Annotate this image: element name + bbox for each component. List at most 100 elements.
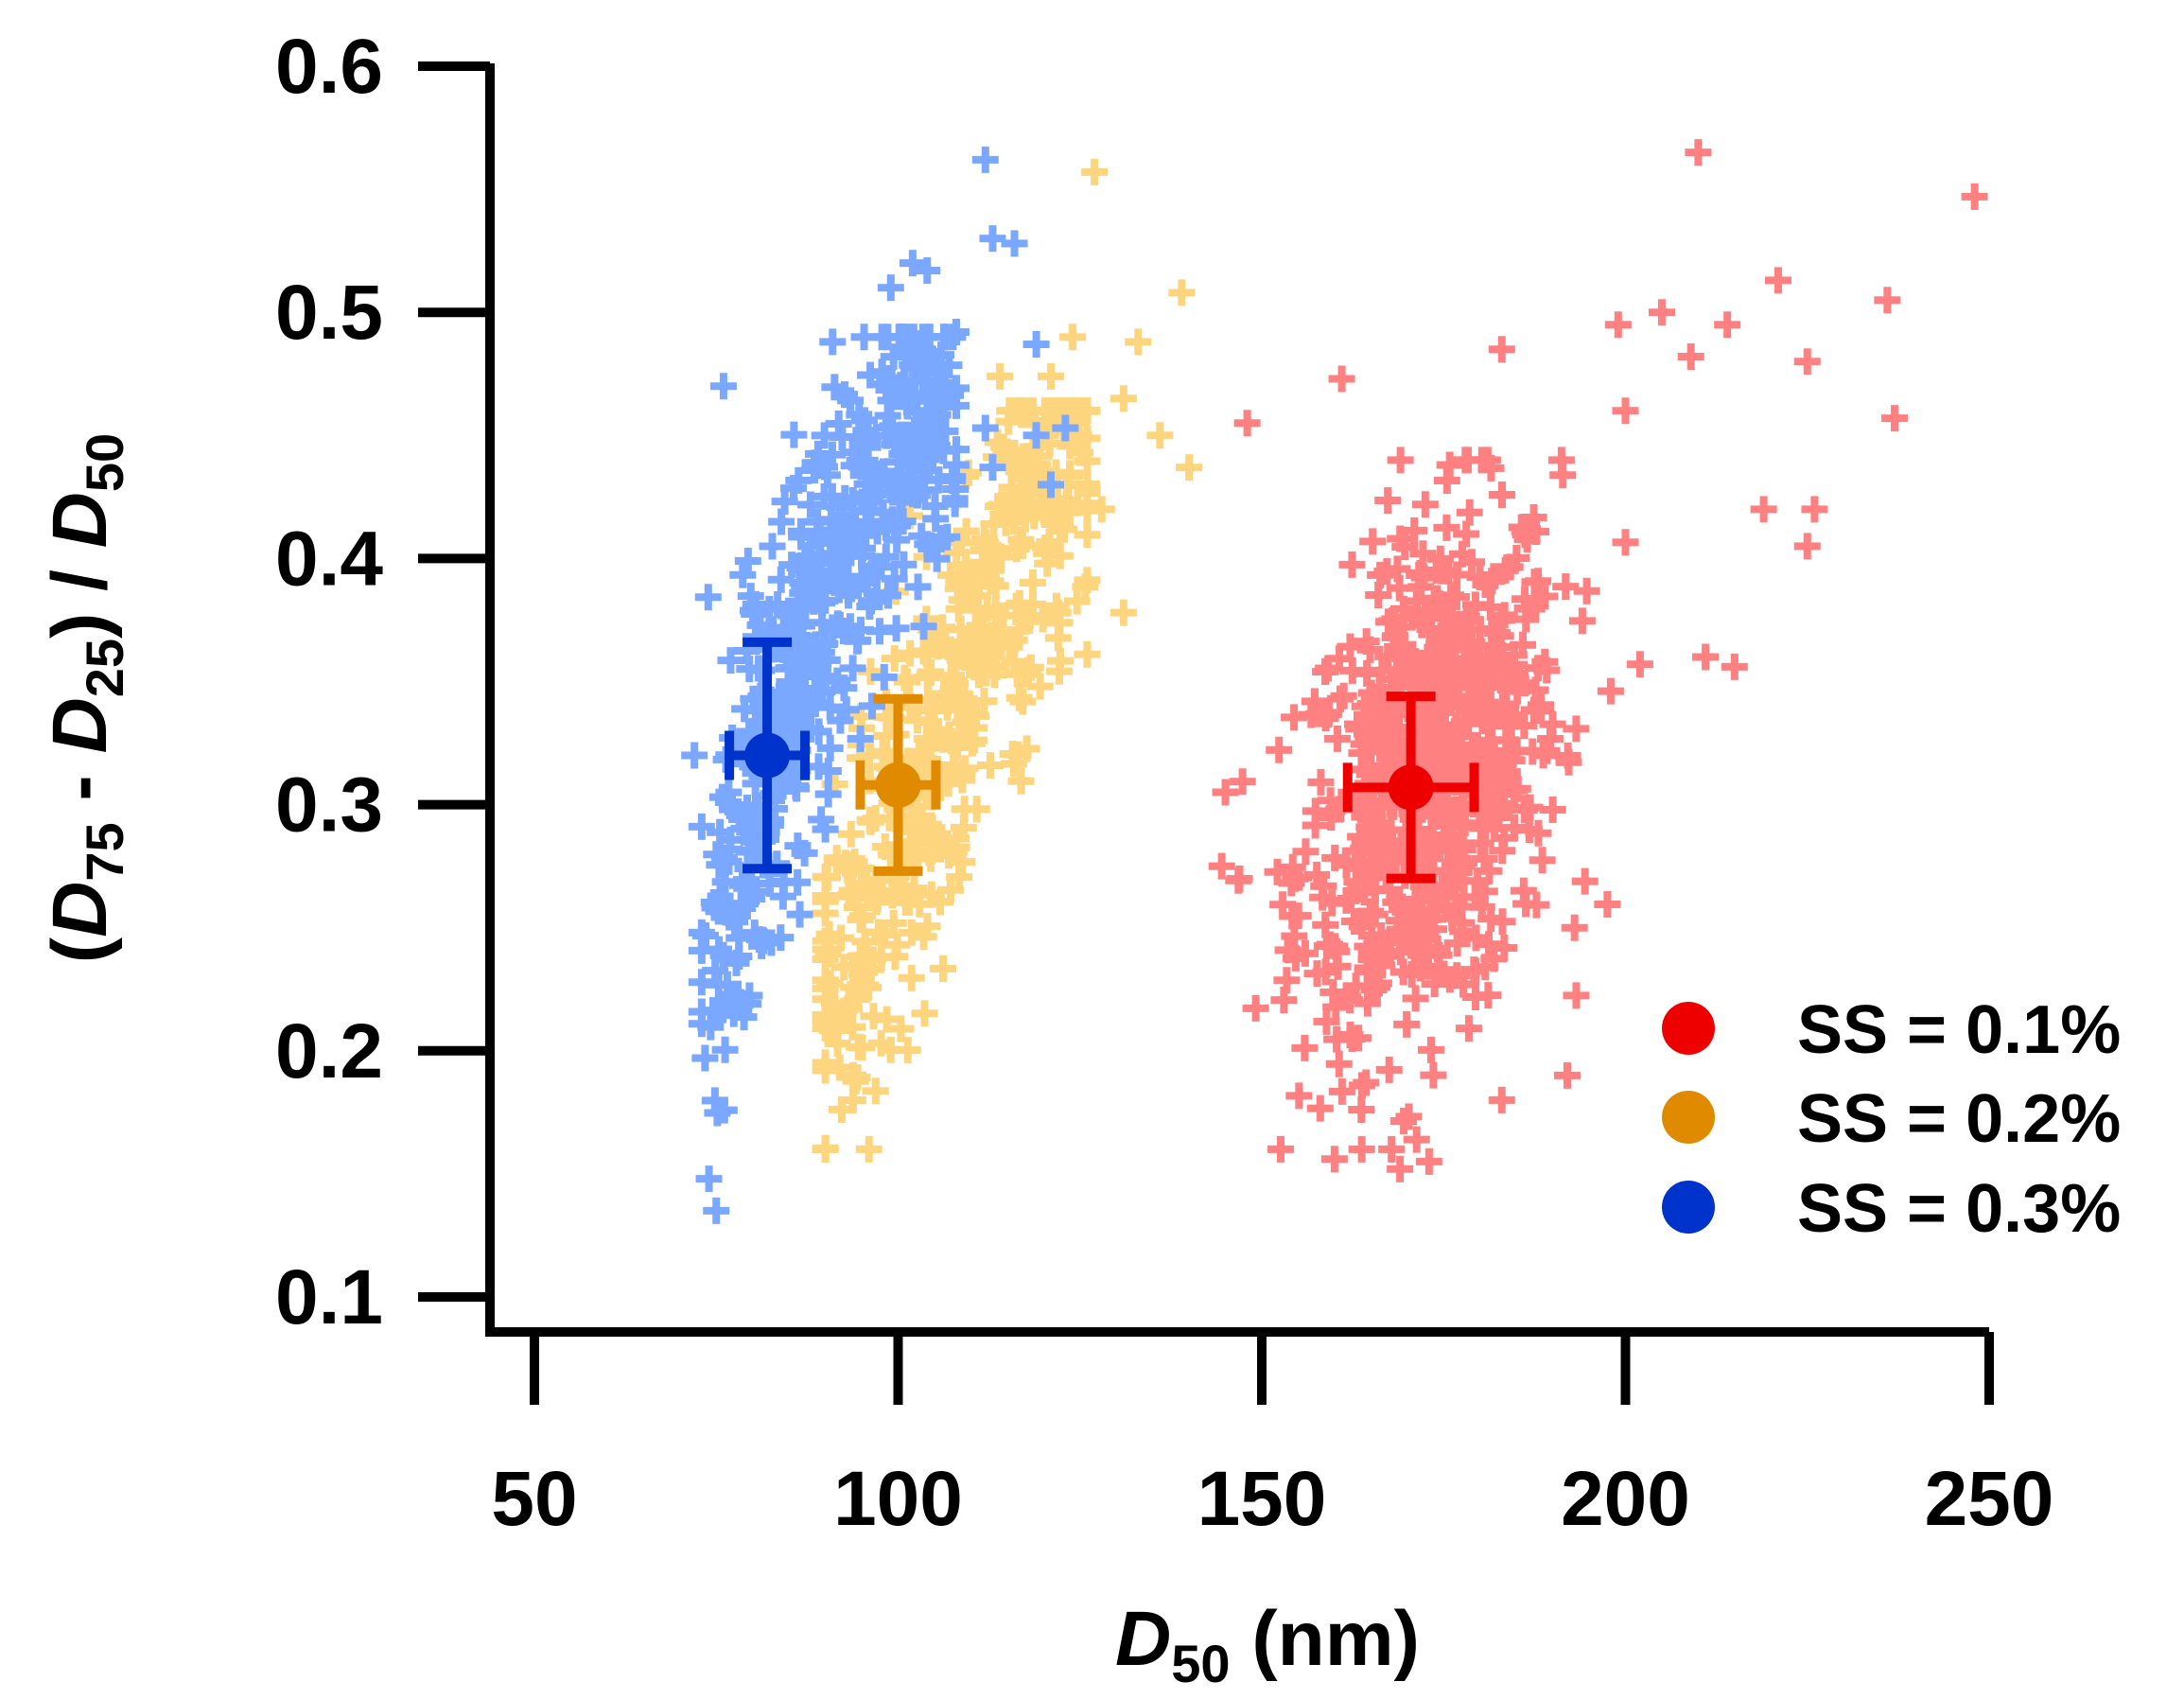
scatter-point-02 xyxy=(816,970,844,997)
scatter-point-02 xyxy=(911,1000,938,1027)
scatter-point-01 xyxy=(1443,718,1471,745)
scatter-point-01 xyxy=(1348,1096,1375,1124)
scatter-point-03 xyxy=(913,359,940,387)
scatter-point-01 xyxy=(1348,1135,1375,1163)
y-axis-title: (D75 - D25) / D50 xyxy=(37,433,134,963)
scatter-point-02 xyxy=(1047,647,1075,674)
scatter-point-03 xyxy=(736,818,763,846)
scatter-point-03 xyxy=(917,409,945,436)
scatter-point-01 xyxy=(1348,854,1375,882)
scatter-point-03 xyxy=(691,1044,719,1072)
scatter-point-02 xyxy=(1146,422,1174,449)
y-axis-title-minus: - xyxy=(37,753,123,822)
scatter-point-01 xyxy=(1692,643,1720,671)
scatter-point-03 xyxy=(840,516,867,543)
scatter-point-01 xyxy=(1387,447,1414,474)
legend-marker-ss01 xyxy=(1662,1002,1715,1055)
scatter-point-01 xyxy=(1302,797,1329,825)
scatter-point-01 xyxy=(1359,528,1387,555)
scatter-point-01 xyxy=(1552,573,1580,601)
scatter-point-02 xyxy=(944,734,971,762)
scatter-point-01 xyxy=(1303,960,1331,988)
scatter-point-03 xyxy=(783,775,811,802)
scatter-point-03 xyxy=(812,815,839,843)
scatter-point-03 xyxy=(910,613,937,640)
scatter-point-01 xyxy=(1487,761,1514,788)
scatter-point-02 xyxy=(1046,515,1074,542)
scatter-point-02 xyxy=(1168,279,1196,307)
scatter-point-03 xyxy=(979,454,1006,482)
scatter-point-01 xyxy=(1453,520,1480,548)
scatter-point-03 xyxy=(827,707,854,734)
scatter-point-01 xyxy=(1377,816,1405,844)
scatter-point-03 xyxy=(880,343,907,371)
scatter-point-01 xyxy=(1512,605,1540,633)
scatter-point-02 xyxy=(1057,463,1084,490)
scatter-point-01 xyxy=(1389,638,1416,665)
scatter-point-01 xyxy=(1750,496,1777,523)
legend-marker-ss03 xyxy=(1662,1181,1715,1234)
mean-point xyxy=(744,732,791,779)
scatter-point-03 xyxy=(773,645,800,673)
scatter-point-03 xyxy=(735,990,762,1018)
scatter-point-01 xyxy=(1338,551,1366,578)
scatter-point-02 xyxy=(898,919,925,946)
scatter-point-03 xyxy=(702,957,729,985)
scatter-point-03 xyxy=(838,575,865,603)
scatter-point-01 xyxy=(1406,561,1433,588)
scatter-point-03 xyxy=(709,373,737,400)
scatter-point-01 xyxy=(1415,1147,1442,1175)
scatter-point-02 xyxy=(814,939,842,967)
scatter-point-01 xyxy=(1468,798,1495,826)
scatter-point-01 xyxy=(1384,555,1411,583)
x-axis-title-subscript: 50 xyxy=(1171,1634,1230,1693)
scatter-point-02 xyxy=(1074,490,1101,517)
scatter-point-01 xyxy=(1529,847,1556,874)
scatter-point-02 xyxy=(832,850,860,877)
scatter-point-03 xyxy=(943,319,970,346)
legend-label-ss01: SS = 0.1% xyxy=(1797,992,2121,1068)
scatter-point-02 xyxy=(846,1033,873,1060)
scatter-point-01 xyxy=(1403,1126,1430,1153)
y-tick-label: 0.3 xyxy=(275,762,383,849)
scatter-point-01 xyxy=(1434,828,1461,855)
scatter-point-03 xyxy=(1022,331,1050,359)
scatter-point-01 xyxy=(1374,487,1402,515)
scatter-point-01 xyxy=(1443,930,1471,957)
scatter-point-01 xyxy=(1353,1069,1380,1096)
mean-markers xyxy=(725,637,1479,884)
scatter-point-03 xyxy=(742,590,769,618)
scatter-point-03 xyxy=(806,524,833,552)
scatter-point-01 xyxy=(1378,1135,1406,1163)
scatter-point-02 xyxy=(853,869,881,897)
scatter-point-01 xyxy=(1337,885,1365,912)
scatter-point-02 xyxy=(1009,532,1037,559)
scatter-point-01 xyxy=(1510,877,1537,904)
scatter-point-03 xyxy=(847,542,875,569)
scatter-point-02 xyxy=(1005,617,1033,644)
scatter-point-03 xyxy=(784,832,812,860)
scatter-point-02 xyxy=(1042,397,1070,425)
scatter-point-03 xyxy=(914,256,941,284)
scatter-point-01 xyxy=(1466,564,1494,591)
scatter-point-01 xyxy=(1478,616,1506,643)
scatter-point-01 xyxy=(1374,642,1402,670)
scatter-point-02 xyxy=(939,680,967,708)
scatter-point-03 xyxy=(921,493,949,520)
scatter-point-01 xyxy=(1417,642,1444,670)
legend-label-ss03: SS = 0.3% xyxy=(1797,1171,2121,1247)
scatter-point-01 xyxy=(1555,748,1582,776)
scatter-point-03 xyxy=(787,552,814,579)
scatter-point-02 xyxy=(1044,599,1072,626)
scatter-point-01 xyxy=(1436,451,1463,479)
scatter-point-02 xyxy=(885,877,913,904)
scatter-point-02 xyxy=(900,817,927,845)
scatter-point-01 xyxy=(1229,768,1256,796)
scatter-point-01 xyxy=(1475,982,1502,1009)
scatter-point-01 xyxy=(1312,658,1339,686)
scatter-point-03 xyxy=(688,813,715,840)
scatter-point-03 xyxy=(819,441,847,468)
scatter-point-03 xyxy=(1037,471,1064,499)
scatter-point-01 xyxy=(1793,348,1821,376)
scatter-point-02 xyxy=(1019,569,1046,597)
